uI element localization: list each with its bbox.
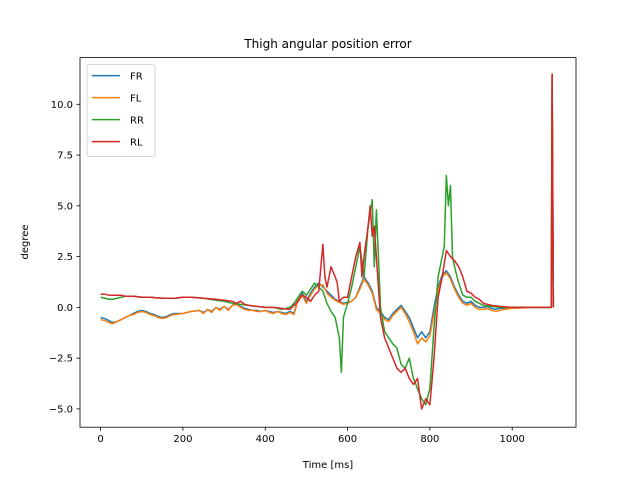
x-tick-label: 400 bbox=[256, 434, 275, 445]
x-tick-label: 600 bbox=[338, 434, 357, 445]
y-axis-ticks: −5.0 −2.5 0.0 2.5 5.0 7.5 10.0 bbox=[49, 100, 80, 415]
y-tick-label: −2.5 bbox=[49, 354, 73, 365]
y-tick-label: 0.0 bbox=[57, 303, 73, 314]
legend: FR FL RR RL bbox=[86, 64, 156, 157]
y-tick-label: 10.0 bbox=[51, 100, 73, 111]
legend-label-fr: FR bbox=[130, 72, 143, 83]
legend-label-rr: RR bbox=[130, 116, 144, 127]
legend-box bbox=[86, 64, 156, 157]
x-axis-label: Time [ms] bbox=[302, 460, 354, 471]
x-tick-label: 0 bbox=[97, 434, 103, 445]
x-tick-label: 800 bbox=[420, 434, 439, 445]
y-tick-label: 7.5 bbox=[57, 151, 73, 162]
x-tick-label: 200 bbox=[173, 434, 192, 445]
x-tick-label: 1000 bbox=[499, 434, 524, 445]
legend-label-fl: FL bbox=[130, 94, 142, 105]
chart-title: Thigh angular position error bbox=[243, 37, 411, 51]
legend-label-rl: RL bbox=[130, 138, 143, 149]
y-tick-label: −5.0 bbox=[49, 404, 73, 415]
y-tick-label: 2.5 bbox=[57, 252, 73, 263]
plot-frame bbox=[79, 57, 577, 428]
y-axis-label: degree bbox=[20, 224, 31, 259]
plot-series-group bbox=[100, 73, 555, 410]
x-axis-ticks: 0 200 400 600 800 1000 bbox=[97, 427, 525, 445]
y-tick-label: 5.0 bbox=[57, 201, 73, 212]
series-line-rl bbox=[100, 73, 555, 410]
